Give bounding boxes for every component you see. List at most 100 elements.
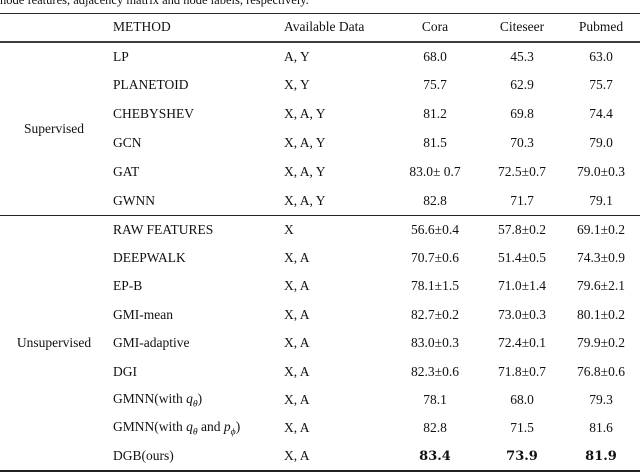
caption-fragment: node features, adjacency matrix and node…: [0, 0, 640, 13]
cell-available-data: A, Y: [284, 48, 310, 64]
cell-method: GAT: [113, 164, 140, 179]
cell-method: GMNN(with qθ and pϕ): [108, 414, 280, 442]
header-pubmed: Pubmed: [562, 13, 640, 43]
cell-citeseer: 71.8±0.7: [498, 363, 546, 379]
table-row: GMNN(with qθ) X, A 78.1 68.0 79.3: [0, 386, 640, 414]
cell-available-data: X, A, Y: [284, 106, 326, 121]
cell-available-data: X, A: [284, 250, 310, 266]
cell-available-data: X, A, Y: [284, 164, 326, 179]
math-var: p: [223, 419, 231, 435]
cell-pubmed: 79.9±0.2: [577, 335, 625, 351]
method-text: ): [197, 390, 203, 406]
cell-pubmed: 76.8±0.6: [577, 363, 625, 379]
cell-citeseer: 73.0±0.3: [498, 306, 546, 322]
cell-citeseer: 71.5: [510, 420, 534, 436]
group-label-unsupervised: Unsupervised: [0, 215, 108, 472]
cell-pubmed: 74.4: [589, 106, 613, 121]
cell-available-data: X, A: [284, 392, 310, 408]
cell-method: GMI-mean: [113, 306, 173, 322]
cell-pubmed: 79.0±0.3: [577, 164, 625, 179]
cell-pubmed: 69.1±0.2: [562, 214, 640, 244]
cell-citeseer: 72.5±0.7: [498, 164, 546, 179]
cell-available-data: X, A: [284, 335, 310, 351]
cell-method: GWNN: [113, 192, 155, 208]
cell-pubmed: 63.0: [589, 48, 613, 64]
cell-pubmed: 81.6: [589, 420, 613, 436]
cell-available-data: X, A: [284, 363, 310, 379]
table-row: GAT X, A, Y 83.0± 0.7 72.5±0.7 79.0±0.3: [0, 158, 640, 187]
cell-method: DGI: [113, 363, 137, 379]
table-row: Unsupervised RAW FEATURES X 56.6±0.4 57.…: [0, 214, 640, 472]
table-row: DEEPWALK X, A 70.7±0.6 51.4±0.5 74.3±0.9: [0, 244, 640, 272]
table-row: GWNN X, A, Y 82.8 71.7 79.1: [0, 187, 640, 216]
cell-cora: 56.6±0.4: [388, 214, 482, 244]
cell-pubmed: 75.7: [589, 77, 613, 92]
cell-citeseer: 70.3: [510, 135, 534, 150]
table-row: DGB(ours) X, A 83.4 73.9 81.9: [0, 443, 640, 471]
method-text: and: [197, 419, 224, 435]
cell-citeseer: 72.4±0.1: [498, 335, 546, 351]
header-citeseer: Citeseer: [482, 13, 562, 43]
cell-citeseer: 71.0±1.4: [498, 278, 546, 294]
cell-available-data: X, A, Y: [284, 192, 326, 208]
table-row: DGI X, A 82.3±0.6 71.8±0.7 76.8±0.6: [0, 357, 640, 385]
table-header: METHOD Available Data Cora Citeseer Pubm…: [0, 13, 640, 43]
cell-cora: 78.1±1.5: [411, 278, 459, 294]
method-text: GMNN(with: [113, 419, 187, 435]
cell-available-data: X, A: [284, 306, 310, 322]
cell-pubmed: 79.1: [589, 192, 613, 208]
cell-citeseer: 51.4±0.5: [498, 250, 546, 266]
cell-method: EP-B: [113, 278, 143, 294]
cell-citeseer: 62.9: [510, 77, 534, 92]
cell-citeseer: 57.8±0.2: [482, 214, 562, 244]
cell-cora: 81.2: [423, 106, 447, 121]
table-row: GMNN(with qθ and pϕ) X, A 82.8 71.5 81.6: [0, 414, 640, 442]
cell-cora: 68.0: [423, 48, 447, 64]
cell-cora: 82.7±0.2: [411, 306, 459, 322]
cell-cora: 81.5: [423, 135, 447, 150]
math-var: q: [186, 419, 193, 435]
cell-available-data: X: [280, 214, 388, 244]
cell-citeseer: 73.9: [506, 448, 538, 464]
cell-method: GMI-adaptive: [113, 335, 190, 351]
cell-cora: 83.0±0.3: [411, 335, 459, 351]
cell-available-data: X, A: [284, 278, 310, 294]
header-group-spacer: [0, 13, 108, 43]
cell-method: GCN: [113, 135, 142, 150]
cell-cora: 82.8: [423, 192, 447, 208]
cell-cora: 82.8: [423, 420, 447, 436]
cell-method: RAW FEATURES: [108, 214, 280, 244]
cell-method: GMNN(with qθ): [108, 386, 280, 414]
cell-pubmed: 79.3: [589, 392, 613, 408]
cell-citeseer: 45.3: [510, 48, 534, 64]
cell-method: DGB(ours): [113, 448, 174, 464]
math-var: q: [186, 390, 193, 406]
cell-available-data: X, Y: [284, 77, 310, 92]
caption-text: node features, adjacency matrix and node…: [0, 0, 309, 7]
cell-available-data: X, A, Y: [284, 135, 326, 150]
cell-cora: 83.0± 0.7: [409, 164, 461, 179]
cell-citeseer: 68.0: [510, 392, 534, 408]
table-row: GCN X, A, Y 81.5 70.3 79.0: [0, 129, 640, 158]
group-label-supervised: Supervised: [24, 120, 84, 136]
math-subscript: θ: [192, 398, 198, 410]
method-text: ): [235, 419, 241, 435]
cell-cora: 75.7: [423, 77, 447, 92]
cell-pubmed: 81.9: [585, 448, 617, 464]
cell-cora: 70.7±0.6: [411, 250, 459, 266]
table-row: EP-B X, A 78.1±1.5 71.0±1.4 79.6±2.1: [0, 272, 640, 300]
header-available-data: Available Data: [280, 13, 388, 43]
cell-cora: 78.1: [423, 392, 447, 408]
table-row: CHEBYSHEV X, A, Y 81.2 69.8 74.4: [0, 100, 640, 129]
table-row: GMI-mean X, A 82.7±0.2 73.0±0.3 80.1±0.2: [0, 301, 640, 329]
cell-pubmed: 80.1±0.2: [577, 306, 625, 322]
cell-cora: 82.3±0.6: [411, 363, 459, 379]
cell-citeseer: 71.7: [510, 192, 534, 208]
table-row: PLANETOID X, Y 75.7 62.9 75.7: [0, 71, 640, 100]
cell-pubmed: 79.6±2.1: [577, 278, 625, 294]
cell-citeseer: 69.8: [510, 106, 534, 121]
cell-pubmed: 74.3±0.9: [577, 250, 625, 266]
table-row: GMI-adaptive X, A 83.0±0.3 72.4±0.1 79.9…: [0, 329, 640, 357]
math-subscript: θ: [192, 426, 198, 438]
results-table: METHOD Available Data Cora Citeseer Pubm…: [0, 13, 640, 473]
